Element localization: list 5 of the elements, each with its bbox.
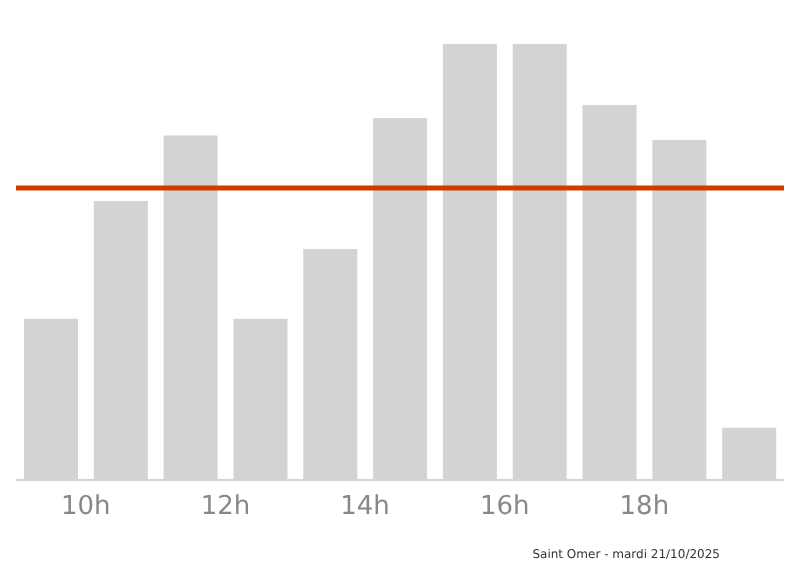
x-tick-label: 18h — [619, 492, 670, 523]
x-tick-label: 12h — [200, 492, 251, 523]
x-tick-label: 10h — [61, 492, 111, 523]
x-tick-label: 14h — [340, 492, 390, 523]
x-tick-label: 16h — [479, 492, 530, 523]
